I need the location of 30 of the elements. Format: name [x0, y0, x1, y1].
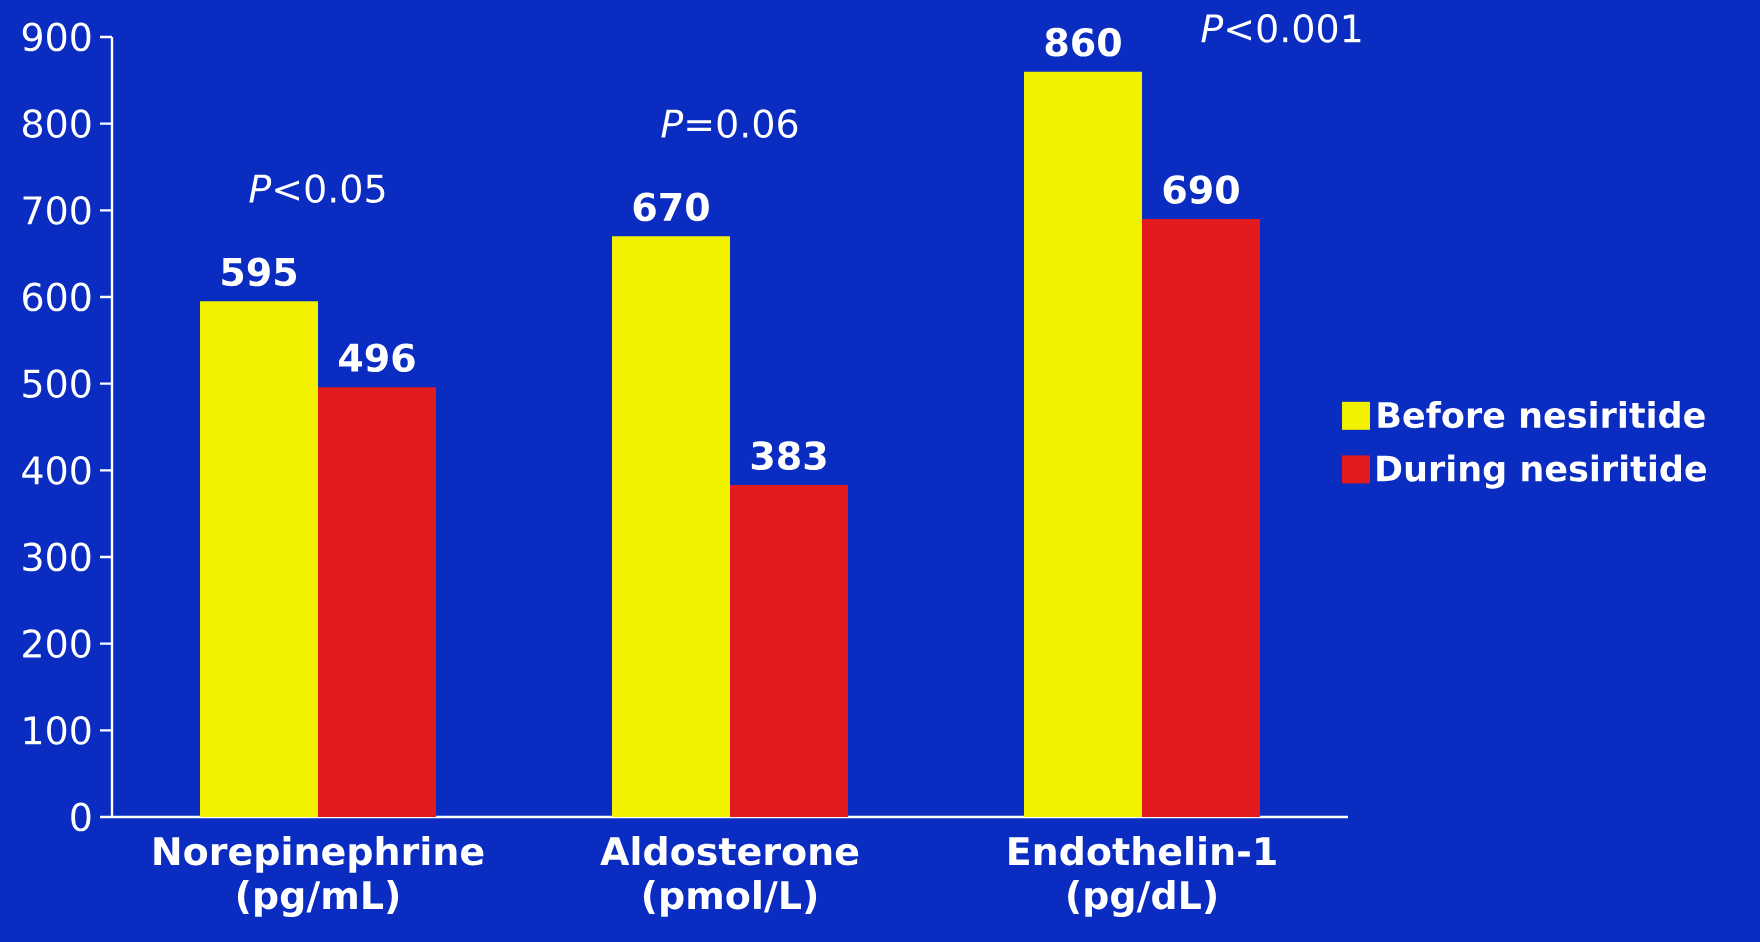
data-label: 670: [633, 192, 709, 222]
y-tick-label: 0: [71, 802, 91, 832]
annotation: P=0.06: [661, 109, 798, 139]
data-label: 860: [1045, 27, 1121, 57]
y-tick-label: 500: [23, 369, 91, 399]
y-tick-label: 800: [23, 109, 91, 139]
annotation: P<0.05: [249, 174, 385, 204]
annotation: P<0.001: [1201, 13, 1361, 43]
y-tick-label: 300: [23, 542, 91, 572]
data-label: 595: [222, 257, 297, 287]
legend-label: During nesiritide: [1377, 454, 1706, 489]
y-tick-label: 100: [24, 715, 91, 745]
bar: [612, 236, 731, 817]
data-label: 496: [339, 343, 415, 373]
data-label: 690: [1163, 175, 1239, 204]
legend-label: Before nesiritide: [1378, 401, 1705, 429]
x-tick-label: Aldosterone (pmol/L): [600, 836, 859, 917]
bar: [200, 301, 318, 817]
y-tick-label: 900: [22, 22, 91, 52]
bar: [1142, 219, 1261, 817]
bar: [318, 387, 436, 817]
x-tick-label: Endothelin-1 (pg/dL): [1009, 836, 1276, 918]
x-tick-label: Norepinephrine (pg/mL): [154, 836, 484, 918]
bar: [730, 485, 849, 817]
y-tick-label: 400: [22, 455, 91, 485]
y-tick-label: 700: [23, 195, 91, 225]
data-label: 383: [751, 441, 826, 471]
y-tick-label: 600: [23, 282, 91, 312]
bar: [1024, 71, 1143, 817]
y-tick-label: 200: [23, 629, 91, 659]
